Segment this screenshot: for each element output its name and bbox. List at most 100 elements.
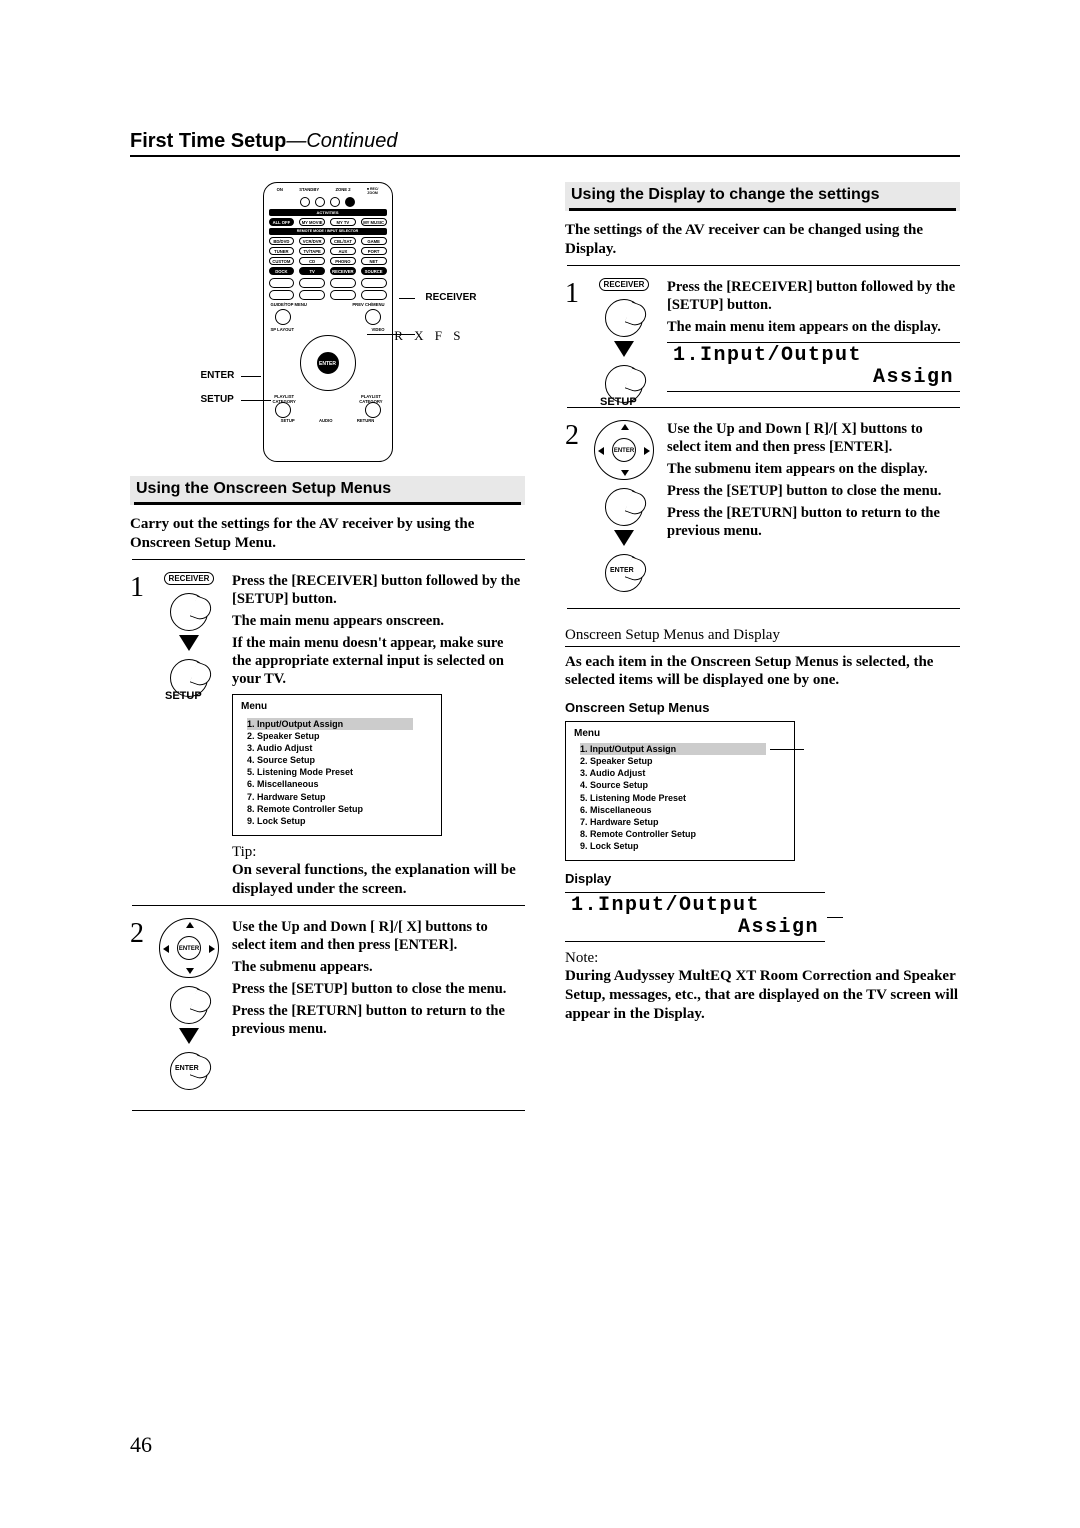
callout-enter: ENTER: [201, 370, 235, 381]
step2-line4: Press the [RETURN] button to return to t…: [232, 1002, 525, 1038]
step1-line1: Press the [RECEIVER] button followed by …: [232, 572, 525, 608]
note-label: Note:: [565, 950, 960, 967]
receiver-button-icon: RECEIVER: [599, 278, 650, 291]
dpad-icon: ENTER: [159, 918, 219, 978]
press-icon: ENTER: [605, 554, 643, 592]
menu-item: 3. Audio Adjust: [247, 742, 433, 754]
setup-label: SETUP: [600, 396, 637, 408]
right-column: Using the Display to change the settings…: [565, 182, 960, 1113]
page-title-continued: —Continued: [286, 130, 397, 152]
lcd-line1: 1.Input/Output: [673, 345, 954, 367]
intro-text2: The settings of the AV receiver can be c…: [565, 221, 960, 259]
step-number: 1: [130, 572, 154, 837]
menu-item: 7. Hardware Setup: [247, 791, 433, 803]
osd-heading: Onscreen Setup Menus and Display: [565, 627, 960, 647]
menu-item: 6. Miscellaneous: [247, 778, 433, 790]
r-step-1: 1 RECEIVER SETUP Press the [RECEIVER] bu…: [565, 278, 960, 403]
page-title: First Time Setup—Continued: [130, 130, 960, 153]
menu-item: 2. Speaker Setup: [247, 730, 433, 742]
r-step2-line4: Press the [RETURN] button to return to t…: [667, 504, 960, 540]
step-content: Press the [RECEIVER] button followed by …: [232, 572, 525, 837]
step-2: 2 ENTER ENTER Use the Up and Do: [130, 918, 525, 1090]
callout-setup: SETUP: [201, 394, 234, 405]
menu-item: 2. Speaker Setup: [580, 755, 786, 767]
remote-diagram: RECEIVER R X F S ENTER SETUP ONSTANDBYZO…: [243, 182, 413, 462]
osd-menus-label: Onscreen Setup Menus: [565, 700, 960, 715]
remote-body: ONSTANDBYZONE 2■ REC/ZOOM ACTIVITIES ALL…: [263, 182, 393, 462]
tip-label: Tip:: [232, 844, 525, 861]
page-number: 46: [130, 1432, 152, 1458]
step-icons: ENTER ENTER: [589, 420, 667, 592]
menu-title: Menu: [574, 728, 786, 739]
section-heading-text: Using the Onscreen Setup Menus: [134, 478, 521, 500]
lcd-display: 1.Input/Output Assign: [667, 342, 960, 392]
menu-box: Menu 1. Input/Output Assign 2. Speaker S…: [232, 694, 442, 836]
page-header: First Time Setup—Continued: [130, 130, 960, 157]
step-number: 2: [565, 420, 589, 592]
r-step-2: 2 ENTER ENTER Use the Up and Do: [565, 420, 960, 592]
menu-item: 3. Audio Adjust: [580, 767, 786, 779]
r-step1-line2: The main menu item appears on the displa…: [667, 318, 960, 336]
menu-title: Menu: [241, 701, 433, 714]
callout-rxfs: R X F S: [394, 328, 464, 344]
menu-item: 5. Listening Mode Preset: [247, 766, 433, 778]
intro-text: Carry out the settings for the AV receiv…: [130, 515, 525, 553]
section-heading-display: Using the Display to change the settings: [565, 182, 960, 211]
page-title-main: First Time Setup: [130, 130, 286, 152]
step1-line2: The main menu appears onscreen.: [232, 612, 525, 630]
callout-receiver: RECEIVER: [425, 292, 476, 303]
arrow-down-icon: [179, 635, 199, 651]
menu-box-2: Menu 1. Input/Output Assign 2. Speaker S…: [565, 721, 795, 861]
step-content: Use the Up and Down [ R]/[ X] buttons to…: [667, 420, 960, 592]
r-step2-line1: Use the Up and Down [ R]/[ X] buttons to…: [667, 420, 960, 456]
menu-item: 7. Hardware Setup: [580, 816, 786, 828]
menu-item: 4. Source Setup: [247, 754, 433, 766]
press-icon: ENTER: [170, 1052, 208, 1090]
menu-item: 9. Lock Setup: [247, 815, 433, 827]
tip-text: On several functions, the explanation wi…: [232, 861, 525, 899]
receiver-button-icon: RECEIVER: [164, 572, 215, 585]
menu-item: 9. Lock Setup: [580, 840, 786, 852]
step2-line2: The submenu appears.: [232, 958, 525, 976]
menu-item: 4. Source Setup: [580, 779, 786, 791]
arrow-down-icon: [179, 1028, 199, 1044]
step2-line3: Press the [SETUP] button to close the me…: [232, 980, 525, 998]
press-icon: SETUP: [170, 659, 208, 697]
dpad-icon: ENTER: [594, 420, 654, 480]
lead-line: [241, 376, 261, 377]
menu-item: 8. Remote Controller Setup: [247, 803, 433, 815]
r-step2-line2: The submenu item appears on the display.: [667, 460, 960, 478]
r-step1-line1: Press the [RECEIVER] button followed by …: [667, 278, 960, 314]
section-heading-onscreen: Using the Onscreen Setup Menus: [130, 476, 525, 505]
step-content: Press the [RECEIVER] button followed by …: [667, 278, 960, 403]
lcd-line1: 1.Input/Output: [571, 895, 819, 917]
step-icons: RECEIVER SETUP: [589, 278, 667, 403]
step-1: 1 RECEIVER SETUP Press the [RECEIVER] bu…: [130, 572, 525, 837]
menu-item: 1. Input/Output Assign: [247, 718, 413, 730]
step-icons: RECEIVER SETUP: [154, 572, 232, 837]
osd-display-label: Display: [565, 871, 960, 886]
step-content: Use the Up and Down [ R]/[ X] buttons to…: [232, 918, 525, 1090]
arrow-down-icon: [614, 530, 634, 546]
arrow-down-icon: [614, 341, 634, 357]
menu-list: 1. Input/Output Assign 2. Speaker Setup …: [241, 718, 433, 827]
menu-item: 8. Remote Controller Setup: [580, 828, 786, 840]
press-icon: [170, 593, 208, 631]
press-icon: [170, 986, 208, 1024]
lcd-line2: Assign: [673, 367, 954, 389]
step-number: 2: [130, 918, 154, 1090]
step-icons: ENTER ENTER: [154, 918, 232, 1090]
lcd-line2: Assign: [571, 917, 819, 939]
menu-item: 1. Input/Output Assign: [580, 743, 766, 755]
menu-list: 1. Input/Output Assign 2. Speaker Setup …: [574, 743, 786, 852]
enter-label: ENTER: [610, 567, 634, 574]
lead-line: [399, 298, 415, 299]
enter-label: ENTER: [175, 1065, 199, 1072]
section-heading-text2: Using the Display to change the settings: [569, 184, 956, 206]
press-icon: SETUP: [605, 365, 643, 403]
press-icon: [605, 299, 643, 337]
setup-label: SETUP: [165, 690, 202, 702]
osd-intro: As each item in the Onscreen Setup Menus…: [565, 653, 960, 691]
step2-line1: Use the Up and Down [ R]/[ X] buttons to…: [232, 918, 525, 954]
menu-item: 5. Listening Mode Preset: [580, 792, 786, 804]
